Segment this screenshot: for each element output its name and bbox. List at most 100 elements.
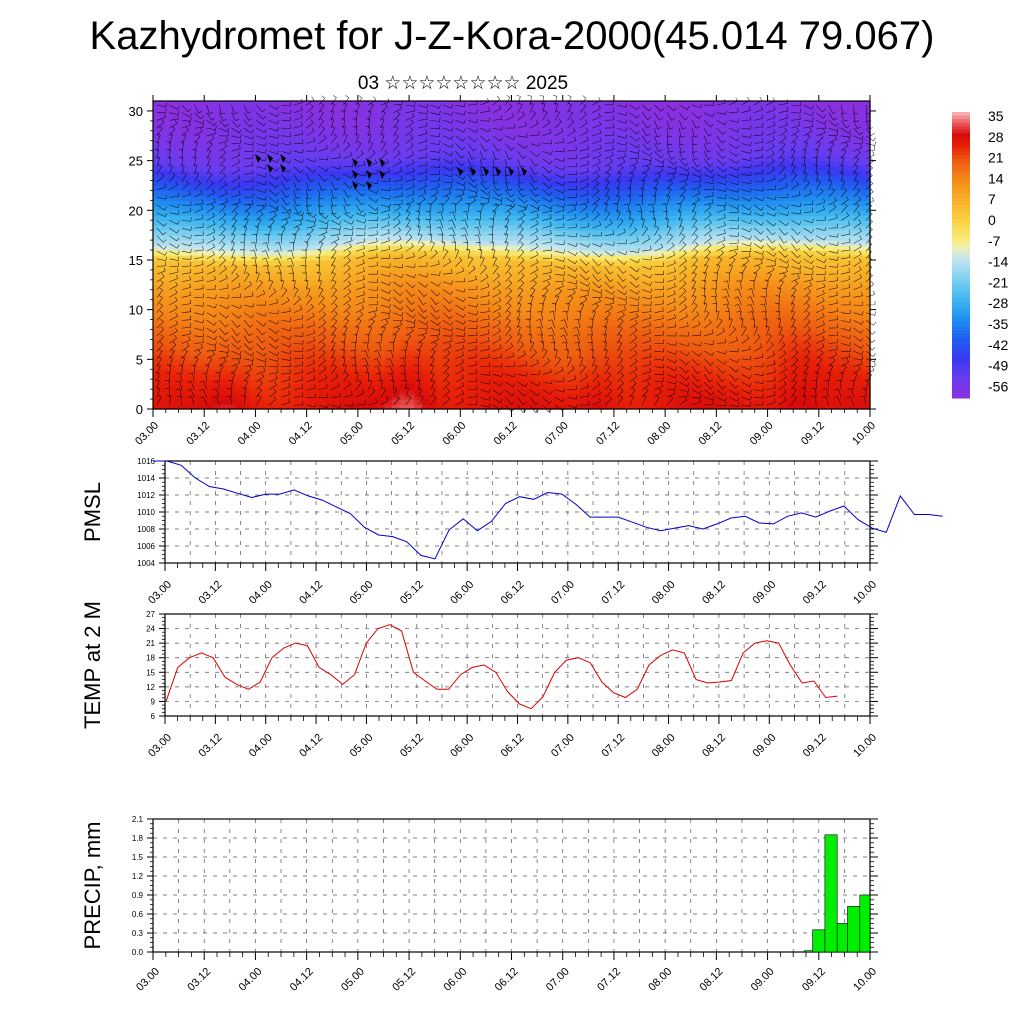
heatmap-cell	[406, 105, 416, 112]
heatmap-cell	[302, 235, 311, 241]
heatmap-cell	[705, 329, 714, 336]
heatmap-cell	[593, 185, 602, 192]
heatmap-cell	[399, 274, 408, 281]
heatmap-cell	[474, 165, 483, 172]
heatmap-cell	[623, 389, 632, 395]
heatmap-cell	[279, 314, 289, 321]
heatmap-cell	[511, 235, 520, 241]
heatmap-cell	[235, 319, 244, 326]
heatmap-cell	[660, 384, 669, 390]
heatmap-cell	[750, 359, 759, 365]
heatmap-cell	[339, 359, 348, 365]
heatmap-cell	[541, 125, 550, 132]
heatmap-cell	[586, 264, 595, 271]
heatmap-cell	[369, 190, 378, 196]
heatmap-cell	[668, 250, 677, 256]
heatmap-cell	[317, 264, 326, 271]
heatmap-cell	[593, 145, 602, 152]
heatmap-cell	[466, 329, 475, 336]
heatmap-cell	[160, 269, 169, 276]
heatmap-cell	[436, 185, 445, 192]
heatmap-cell	[474, 274, 483, 281]
heatmap-cell	[257, 374, 266, 380]
heatmap-cell	[705, 379, 714, 385]
heatmap-cell	[279, 369, 289, 375]
heatmap-cell	[265, 205, 274, 211]
heatmap-cell	[511, 210, 520, 216]
heatmap-cell	[317, 364, 326, 370]
heatmap-cell	[489, 105, 498, 112]
heatmap-cell	[563, 250, 572, 256]
heatmap-cell	[705, 235, 714, 241]
heatmap-cell	[324, 110, 333, 117]
heatmap-cell	[571, 110, 580, 117]
heatmap-cell	[526, 130, 535, 137]
heatmap-cell	[571, 369, 580, 375]
heatmap-cell	[504, 245, 513, 251]
heatmap-cell	[175, 225, 184, 231]
heatmap-cell	[324, 334, 333, 341]
heatmap-cell	[436, 394, 445, 400]
heatmap-cell	[690, 155, 699, 162]
heatmap-cell	[698, 250, 707, 256]
heatmap-cell	[533, 354, 542, 360]
heatmap-cell	[369, 220, 378, 226]
heatmap-cell	[489, 394, 498, 400]
heatmap-cell	[526, 294, 535, 301]
heatmap-cell	[205, 160, 214, 167]
heatmap-cell	[608, 130, 617, 137]
heatmap-cell	[466, 190, 475, 196]
heatmap-cell	[698, 274, 707, 281]
heatmap-cell	[242, 299, 251, 306]
heatmap-cell	[160, 215, 169, 221]
heatmap-cell	[444, 404, 453, 410]
heatmap-cell	[197, 140, 206, 147]
heatmap-cell	[339, 369, 348, 375]
heatmap-cell	[436, 399, 445, 405]
heatmap-cell	[362, 334, 371, 341]
heatmap-cell	[571, 404, 580, 410]
heatmap-cell	[563, 165, 572, 172]
heatmap-cell	[369, 140, 378, 147]
heatmap-cell	[444, 334, 453, 341]
heatmap-cell	[563, 279, 572, 286]
heatmap-cell	[272, 215, 281, 221]
heatmap-cell	[511, 120, 520, 127]
heatmap-cell	[690, 140, 699, 147]
heatmap-cell	[675, 324, 684, 331]
heatmap-cell	[563, 264, 572, 271]
heatmap-cell	[242, 339, 251, 346]
heatmap-cell	[421, 105, 430, 112]
heatmap-cell	[421, 235, 430, 241]
heatmap-cell	[489, 349, 498, 355]
heatmap-cell	[175, 255, 184, 261]
heatmap-cell	[728, 364, 737, 370]
heatmap-cell	[421, 255, 430, 261]
heatmap-cell	[384, 255, 393, 261]
heatmap-cell	[548, 130, 557, 137]
heatmap-cell	[675, 269, 684, 276]
heatmap-cell	[623, 354, 632, 360]
heatmap-cell	[220, 319, 229, 326]
heatmap-cell	[227, 369, 236, 375]
heatmap-cell	[212, 185, 221, 192]
heatmap-cell	[212, 175, 221, 182]
heatmap-cell	[272, 235, 281, 241]
heatmap-cell	[616, 279, 625, 286]
heatmap-cell	[287, 289, 296, 296]
heatmap-cell	[533, 205, 542, 211]
heatmap-cell	[518, 110, 528, 117]
heatmap-cell	[324, 255, 333, 261]
heatmap-cell	[220, 374, 229, 380]
heatmap-cell	[601, 185, 610, 192]
heatmap-cell	[257, 205, 266, 211]
heatmap-cell	[265, 384, 274, 390]
heatmap-cell	[444, 304, 453, 311]
heatmap-cell	[556, 324, 565, 331]
heatmap-cell	[153, 379, 162, 385]
heatmap-cell	[631, 115, 640, 122]
heatmap-cell	[720, 399, 729, 405]
heatmap-cell	[660, 369, 669, 375]
heatmap-cell	[444, 220, 453, 226]
heatmap-cell	[608, 205, 617, 211]
